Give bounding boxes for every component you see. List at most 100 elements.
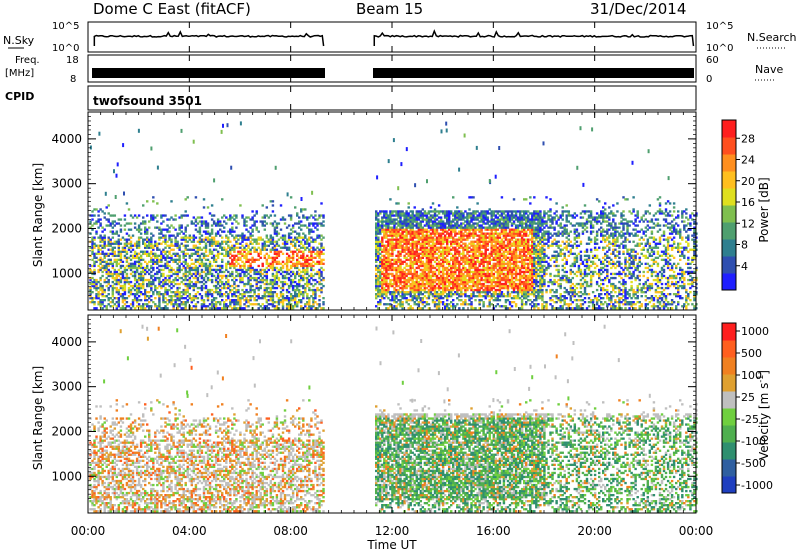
range-gate-cell	[413, 301, 416, 304]
range-gate-cell	[304, 270, 307, 274]
range-gate-cell	[291, 226, 295, 229]
range-gate-cell	[413, 218, 416, 221]
range-gate-cell	[261, 242, 264, 245]
range-gate-cell	[267, 291, 271, 294]
range-gate-cell	[148, 240, 151, 243]
range-gate-cell	[273, 276, 277, 280]
range-gate-cell	[450, 274, 453, 278]
range-gate-cell	[417, 291, 421, 294]
range-gate-cell	[144, 244, 147, 247]
range-gate-cell	[411, 260, 414, 264]
range-gate-cell	[296, 284, 299, 288]
range-gate-cell	[162, 272, 165, 276]
range-gate-cell	[446, 280, 449, 284]
range-gate-cell	[281, 307, 285, 310]
range-gate-cell	[121, 297, 125, 300]
range-gate-cell	[247, 258, 250, 262]
range-gate-cell	[93, 256, 96, 260]
range-gate-cell	[379, 242, 382, 245]
range-gate-cell	[119, 256, 123, 260]
range-gate-cell	[454, 242, 457, 245]
range-gate-cell	[385, 295, 388, 298]
range-gate-cell	[399, 254, 402, 258]
range-gate-cell	[227, 293, 230, 296]
range-gate-cell	[490, 240, 493, 243]
range-gate-cell	[164, 282, 167, 286]
range-gate-cell	[93, 264, 96, 268]
range-gate-cell	[125, 242, 129, 245]
range-gate-cell	[225, 266, 228, 270]
range-gate-cell	[152, 258, 155, 262]
range-gate-cell	[308, 216, 311, 219]
range-gate-cell	[223, 305, 226, 308]
range-gate-cell	[435, 210, 439, 213]
range-gate-cell	[241, 216, 244, 219]
range-gate-cell	[441, 212, 445, 215]
range-gate-cell	[431, 244, 435, 247]
range-gate-cell	[164, 240, 167, 243]
range-gate-cell	[275, 224, 279, 227]
range-gate-cell	[123, 303, 127, 306]
range-gate-cell	[437, 246, 441, 249]
range-gate-cell	[411, 228, 414, 231]
range-gate-cell	[245, 252, 248, 256]
range-gate-cell	[460, 238, 463, 241]
range-gate-cell	[271, 242, 275, 245]
range-gate-cell	[148, 284, 151, 288]
range-gate-cell	[277, 222, 281, 225]
range-gate-cell	[271, 295, 275, 298]
range-gate-cell	[178, 299, 181, 302]
range-gate-cell	[257, 276, 260, 280]
range-gate-cell	[156, 246, 159, 249]
range-gate-cell	[423, 272, 427, 276]
range-gate-cell	[488, 260, 491, 264]
cpid-panel: CPID twofsound 3501	[5, 85, 697, 111]
range-gate-cell	[154, 284, 157, 288]
range-gate-cell	[111, 299, 115, 302]
range-gate-cell	[443, 216, 447, 219]
range-gate-cell	[202, 262, 206, 266]
range-gate-cell	[385, 210, 388, 213]
range-gate-cell	[255, 250, 258, 253]
range-gate-cell	[253, 297, 256, 300]
range-gate-cell	[377, 256, 380, 260]
range-gate-cell	[233, 262, 236, 266]
range-gate-cell	[257, 303, 260, 306]
range-gate-cell	[168, 288, 171, 292]
range-gate-cell	[460, 295, 463, 298]
range-gate-cell	[115, 276, 119, 280]
range-gate-cell	[263, 268, 267, 272]
range-gate-cell	[379, 303, 382, 306]
range-gate-cell	[198, 232, 202, 235]
range-gate-cell	[208, 303, 212, 306]
range-gate-cell	[395, 291, 398, 294]
range-gate-cell	[419, 230, 423, 233]
range-gate-cell	[283, 242, 287, 245]
range-gate-cell	[480, 286, 483, 290]
range-gate-cell	[259, 252, 262, 256]
range-gate-cell	[415, 276, 419, 280]
range-gate-cell	[184, 291, 187, 294]
range-gate-cell	[460, 286, 463, 290]
range-gate-cell	[263, 274, 267, 278]
range-gate-cell	[251, 218, 254, 221]
range-gate-cell	[247, 291, 250, 294]
range-gate-cell	[423, 301, 427, 304]
range-gate-cell	[322, 301, 325, 304]
range-gate-cell	[407, 293, 410, 296]
range-gate-cell	[419, 297, 423, 300]
range-gate-cell	[454, 248, 457, 251]
range-gate-cell	[127, 262, 131, 266]
range-gate-cell	[433, 250, 437, 253]
range-gate-cell	[296, 238, 299, 241]
range-gate-cell	[454, 228, 457, 231]
range-gate-cell	[306, 295, 309, 298]
range-gate-cell	[233, 303, 236, 306]
range-gate-cell	[379, 248, 382, 251]
range-gate-cell	[150, 240, 153, 243]
range-gate-cell	[437, 240, 441, 243]
range-gate-cell	[429, 210, 433, 213]
range-gate-cell	[223, 230, 226, 233]
range-gate-cell	[454, 216, 457, 219]
range-gate-cell	[223, 284, 226, 288]
